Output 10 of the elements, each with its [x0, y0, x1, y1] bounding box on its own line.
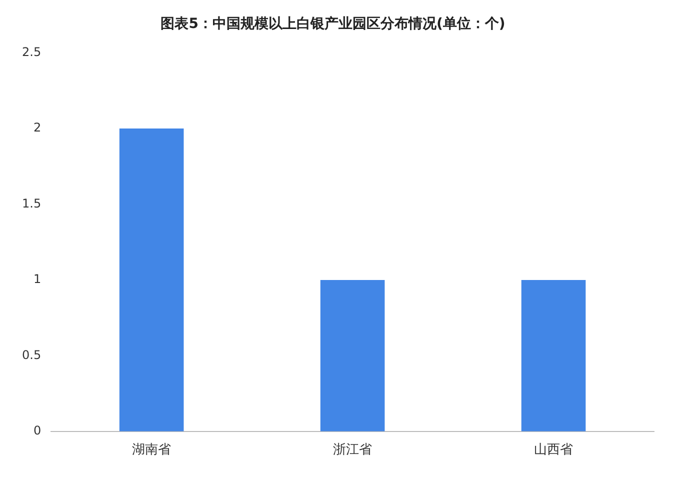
y-tick-label: 1 [33, 272, 42, 286]
y-tick-label: 2.5 [22, 44, 42, 59]
x-tick-label: 山西省 [534, 442, 574, 458]
y-tick-label: 2 [33, 120, 42, 135]
x-tick-label: 湖南省 [132, 442, 172, 458]
chart-title: 图表5：中国规模以上白银产业园区分布情况(单位：个) [160, 15, 506, 32]
y-tick-label: 0.5 [22, 348, 42, 362]
y-tick-label: 1.5 [22, 196, 42, 210]
x-tick-label: 浙江省 [333, 442, 372, 458]
y-tick-label: 0 [33, 424, 42, 438]
